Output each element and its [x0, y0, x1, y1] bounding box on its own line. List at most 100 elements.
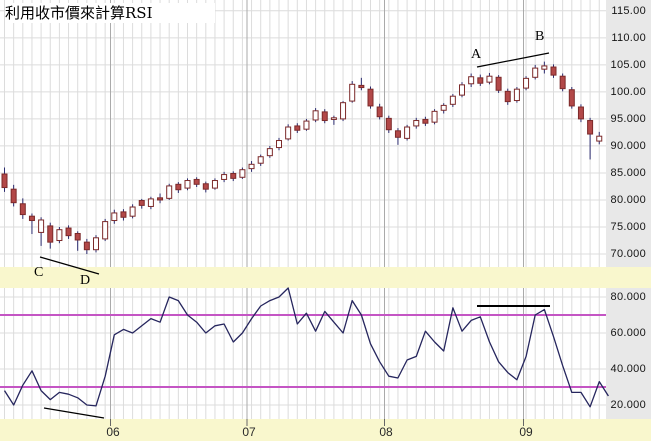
price-axis-label: 105.00 — [610, 58, 646, 71]
price-axis-label: 110.00 — [611, 31, 646, 44]
rsi-axis-band — [606, 288, 651, 419]
candle-up — [221, 174, 228, 180]
time-axis-label: 09 — [519, 425, 533, 439]
candle-up — [486, 75, 493, 83]
candle-down — [65, 227, 72, 237]
candle-down — [175, 183, 182, 191]
candle-down — [10, 188, 17, 204]
time-axis-label: 07 — [242, 425, 256, 439]
candle-up — [93, 237, 99, 251]
candle-down — [394, 130, 401, 138]
cd-trendline — [39, 256, 100, 275]
candle-down — [367, 88, 374, 107]
candle-down — [376, 106, 383, 118]
candle-down — [28, 215, 35, 222]
candle-up — [330, 117, 337, 120]
rsi-axis-label: 40.000 — [610, 362, 646, 375]
candle-up — [303, 120, 310, 130]
candle-up — [184, 180, 191, 189]
annotation-lines — [39, 52, 550, 419]
candle-up — [596, 135, 603, 142]
candle-down — [321, 111, 328, 122]
candle-down — [74, 232, 81, 241]
price-axis-label: 75.000 — [610, 221, 646, 233]
candle-up — [468, 76, 475, 85]
candle-up — [513, 88, 520, 102]
candle-down — [504, 90, 511, 103]
candle-down — [568, 89, 575, 107]
candle-up — [111, 212, 118, 222]
annotation-label-d: D — [80, 273, 91, 288]
candle-up — [56, 229, 63, 242]
rsi-axis-label: 80.000 — [610, 290, 646, 303]
time-axis-band — [0, 419, 651, 441]
candlestick-series — [1, 61, 603, 255]
candle-down — [19, 203, 26, 216]
candle-down — [577, 106, 584, 120]
candle-up — [541, 65, 548, 70]
candle-down — [385, 117, 392, 131]
candle-up — [276, 140, 282, 149]
candle-down — [138, 200, 145, 206]
candle-down — [294, 125, 301, 131]
annotation-label-b: B — [535, 29, 545, 44]
candle-down — [193, 178, 200, 185]
candle-up — [102, 221, 109, 240]
candle-down — [1, 173, 8, 189]
rsi-level-lines — [0, 313, 606, 388]
candle-down — [495, 76, 502, 91]
candle-up — [147, 198, 154, 207]
candle-up — [166, 185, 173, 199]
candle-up — [431, 110, 438, 123]
candle-up — [440, 104, 447, 111]
candle-up — [266, 148, 273, 157]
annotation-label-a: A — [471, 47, 482, 62]
candle-down — [230, 172, 237, 179]
candle-down — [477, 77, 484, 84]
candle-up — [285, 126, 292, 140]
ab-trendline — [476, 52, 550, 68]
price-axis-label: 85.000 — [610, 166, 646, 179]
candle-down — [422, 118, 429, 124]
candle-down — [587, 120, 594, 135]
price-axis-label: 70.000 — [610, 248, 646, 261]
price-axis-label: 90.000 — [610, 139, 646, 152]
candle-up — [340, 102, 347, 120]
candle-down — [157, 197, 164, 201]
rsi-series — [3, 287, 609, 408]
candle-down — [559, 75, 566, 90]
candle-up — [459, 84, 465, 96]
candle-up — [523, 77, 530, 89]
candle-up — [449, 95, 456, 105]
candle-down — [83, 241, 90, 251]
time-axis-label: 06 — [106, 425, 120, 439]
price-axis-label: 95.000 — [610, 112, 646, 125]
candle-down — [550, 66, 557, 76]
price-axis-label: 115.00 — [611, 4, 646, 17]
rsi-axis-label: 20.000 — [610, 398, 646, 411]
candle-up — [413, 120, 420, 127]
price-axis-label: 100.00 — [610, 85, 646, 98]
annotation-label-c: C — [34, 265, 44, 280]
price-axis-band — [606, 0, 651, 267]
price-axis-label: 80.000 — [610, 193, 646, 206]
candle-up — [349, 83, 356, 102]
candle-down — [358, 84, 365, 89]
rsi-support-trendline — [43, 407, 105, 419]
candle-down — [202, 183, 209, 190]
candle-up — [404, 126, 411, 139]
rsi-line — [3, 287, 609, 408]
candle-up — [248, 163, 255, 170]
separator-band — [0, 267, 651, 288]
candle-up — [211, 180, 218, 189]
candle-down — [47, 225, 54, 243]
candle-up — [257, 156, 264, 164]
chart-title: 利用收市價來計算RSI — [5, 3, 215, 23]
candle-up — [239, 169, 246, 178]
candle-up — [532, 67, 539, 78]
candle-down — [120, 211, 127, 218]
time-axis-label: 08 — [379, 425, 393, 439]
